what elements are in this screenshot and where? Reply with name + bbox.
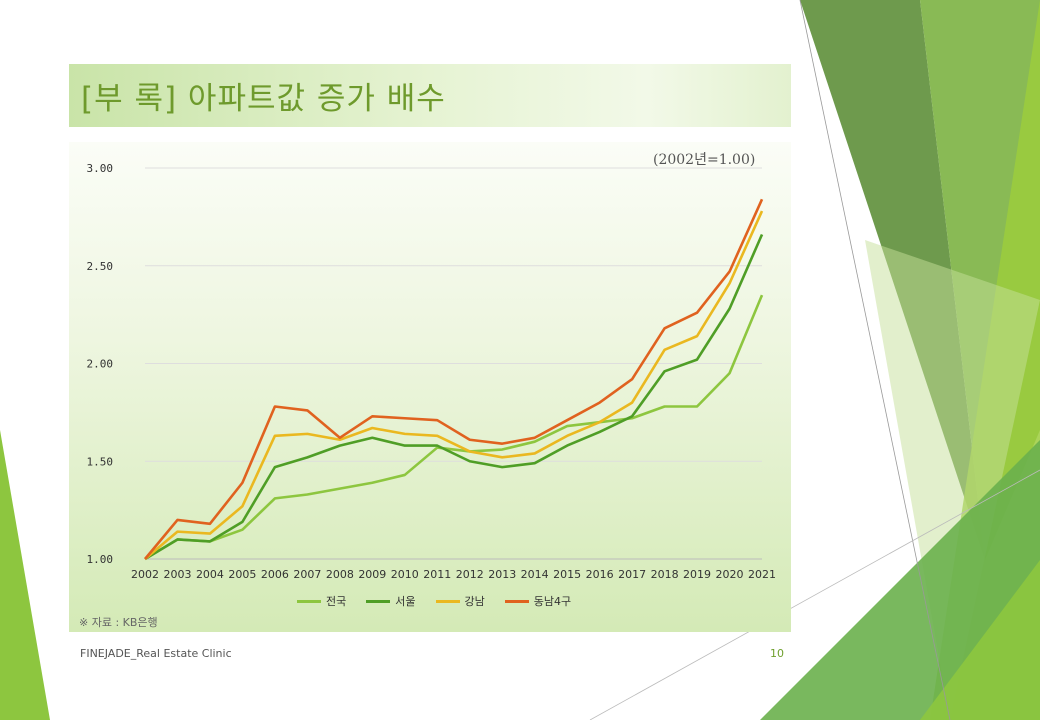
title-bar: [부 록] 아파트값 증가 배수 bbox=[69, 64, 791, 127]
x-tick-label: 2019 bbox=[683, 568, 711, 581]
legend-swatch bbox=[366, 599, 391, 603]
y-tick-label: 1.50 bbox=[87, 455, 114, 468]
x-tick-label: 2013 bbox=[488, 568, 516, 581]
x-tick-label: 2011 bbox=[423, 568, 451, 581]
bottom-right-shape bbox=[920, 560, 1040, 720]
light-green-shape bbox=[865, 240, 1040, 720]
y-tick-label: 2.50 bbox=[87, 260, 114, 273]
series-line-강남 bbox=[144, 210, 764, 560]
footer-brand: FINEJADE_Real Estate Clinic bbox=[80, 647, 232, 660]
x-tick-label: 2005 bbox=[228, 568, 256, 581]
legend-item: 동남4구 bbox=[504, 593, 572, 609]
legend-swatch bbox=[297, 599, 321, 603]
legend-item: 전국 bbox=[297, 593, 346, 609]
x-tick-label: 2012 bbox=[456, 568, 484, 581]
line-chart: 1.00 1.50 2.00 2.50 3.00 2002 2003 2004 2005 2006… bbox=[87, 162, 777, 581]
legend-label: 동남4구 bbox=[533, 595, 572, 608]
x-tick-label: 2015 bbox=[553, 568, 581, 581]
series-line-전국 bbox=[144, 294, 764, 561]
x-tick-label: 2008 bbox=[326, 568, 354, 581]
x-tick-label: 2016 bbox=[586, 568, 614, 581]
x-tick-label: 2004 bbox=[196, 568, 224, 581]
x-tick-label: 2007 bbox=[293, 568, 321, 581]
legend-swatch bbox=[435, 599, 460, 603]
legend-label: 서울 bbox=[395, 595, 416, 608]
x-tick-label: 2002 bbox=[131, 568, 159, 581]
x-tick-label: 2009 bbox=[358, 568, 386, 581]
series-line-서울 bbox=[144, 233, 764, 561]
decor-line bbox=[589, 469, 1040, 720]
chart-legend: 전국 서울 강남 동남4구 bbox=[297, 593, 571, 609]
y-tick-label: 1.00 bbox=[87, 553, 114, 566]
source-note: ※ 자료 : KB은행 bbox=[79, 616, 158, 629]
series-line-동남4구 bbox=[143, 198, 764, 560]
x-tick-label: 2018 bbox=[651, 568, 679, 581]
decor-line bbox=[799, 0, 951, 720]
base-year-note: (2002년=1.00) bbox=[653, 152, 756, 168]
y-tick-label: 3.00 bbox=[87, 162, 114, 175]
x-tick-label: 2020 bbox=[716, 568, 744, 581]
y-tick-label: 2.00 bbox=[87, 358, 114, 371]
legend-label: 강남 bbox=[464, 595, 485, 608]
x-tick-label: 2014 bbox=[521, 568, 549, 581]
x-tick-label: 2006 bbox=[261, 568, 289, 581]
chart-area: 1.00 1.50 2.00 2.50 3.00 2002 2003 2004 2005 2006… bbox=[69, 142, 791, 632]
x-tick-label: 2017 bbox=[618, 568, 646, 581]
x-tick-label: 2003 bbox=[163, 568, 191, 581]
left-triangle-shape bbox=[0, 430, 50, 720]
page-number: 10 bbox=[770, 647, 784, 660]
x-tick-label: 2021 bbox=[748, 568, 776, 581]
bottom-green-shape bbox=[760, 440, 1040, 720]
legend-label: 전국 bbox=[326, 595, 347, 608]
slide-title: [부 록] 아파트값 증가 배수 bbox=[81, 81, 446, 117]
legend-item: 서울 bbox=[366, 593, 416, 609]
legend-item: 강남 bbox=[435, 593, 485, 609]
x-tick-label: 2010 bbox=[391, 568, 419, 581]
legend-swatch bbox=[504, 599, 529, 603]
